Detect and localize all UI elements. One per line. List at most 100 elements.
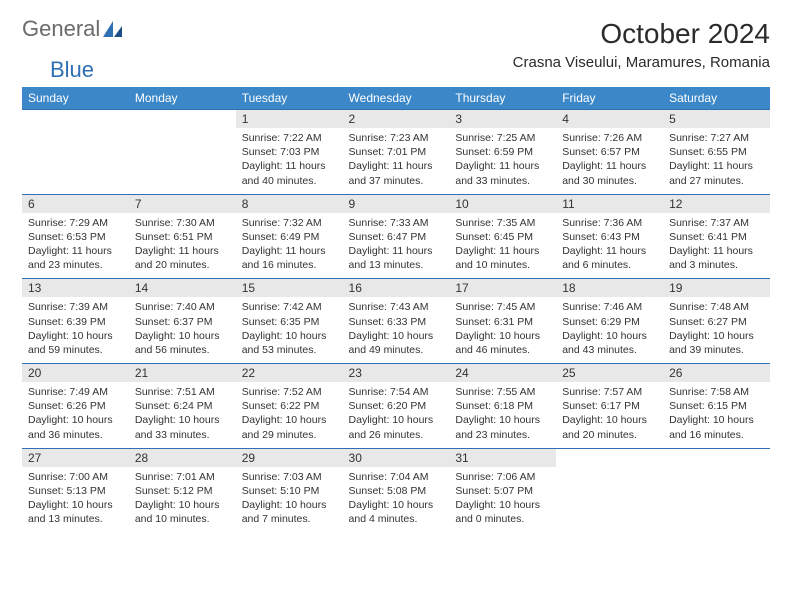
- day-number-cell: 13: [22, 279, 129, 298]
- day-number: 4: [556, 110, 663, 128]
- day-number: 31: [449, 449, 556, 467]
- day-number: 28: [129, 449, 236, 467]
- day-detail-cell: Sunrise: 7:26 AMSunset: 6:57 PMDaylight:…: [556, 128, 663, 194]
- day-number-cell: 15: [236, 279, 343, 298]
- sunset-line: Sunset: 6:41 PM: [669, 230, 764, 244]
- sunrise-line: Sunrise: 7:51 AM: [135, 385, 230, 399]
- day-number-cell: 17: [449, 279, 556, 298]
- day-number-cell: 23: [343, 364, 450, 383]
- daylight-line: Daylight: 10 hours and 16 minutes.: [669, 413, 764, 441]
- daylight-line: Daylight: 11 hours and 37 minutes.: [349, 159, 444, 187]
- location: Crasna Viseului, Maramures, Romania: [513, 54, 770, 71]
- daylight-line: Daylight: 11 hours and 3 minutes.: [669, 244, 764, 272]
- day-number-cell: 19: [663, 279, 770, 298]
- day-detail-cell: Sunrise: 7:01 AMSunset: 5:12 PMDaylight:…: [129, 467, 236, 533]
- day-number: 11: [556, 195, 663, 213]
- day-detail-cell: Sunrise: 7:03 AMSunset: 5:10 PMDaylight:…: [236, 467, 343, 533]
- day-detail-cell: Sunrise: 7:32 AMSunset: 6:49 PMDaylight:…: [236, 213, 343, 279]
- daylight-line: Daylight: 11 hours and 33 minutes.: [455, 159, 550, 187]
- daylight-line: Daylight: 10 hours and 49 minutes.: [349, 329, 444, 357]
- sunrise-line: Sunrise: 7:45 AM: [455, 300, 550, 314]
- day-detail-cell: Sunrise: 7:42 AMSunset: 6:35 PMDaylight:…: [236, 297, 343, 363]
- sail-icon: [102, 20, 124, 38]
- day-number: 17: [449, 279, 556, 297]
- day-detail-cell: Sunrise: 7:22 AMSunset: 7:03 PMDaylight:…: [236, 128, 343, 194]
- daylight-line: Daylight: 10 hours and 7 minutes.: [242, 498, 337, 526]
- sunrise-line: Sunrise: 7:03 AM: [242, 470, 337, 484]
- day-detail-cell: Sunrise: 7:55 AMSunset: 6:18 PMDaylight:…: [449, 382, 556, 448]
- day-detail-cell: [556, 467, 663, 533]
- detail-row: Sunrise: 7:39 AMSunset: 6:39 PMDaylight:…: [22, 297, 770, 363]
- day-number: 7: [129, 195, 236, 213]
- sunrise-line: Sunrise: 7:58 AM: [669, 385, 764, 399]
- day-detail-cell: Sunrise: 7:30 AMSunset: 6:51 PMDaylight:…: [129, 213, 236, 279]
- sunset-line: Sunset: 6:17 PM: [562, 399, 657, 413]
- title-block: October 2024 Crasna Viseului, Maramures,…: [513, 18, 770, 71]
- detail-row: Sunrise: 7:49 AMSunset: 6:26 PMDaylight:…: [22, 382, 770, 448]
- day-detail-cell: Sunrise: 7:23 AMSunset: 7:01 PMDaylight:…: [343, 128, 450, 194]
- day-detail-cell: Sunrise: 7:45 AMSunset: 6:31 PMDaylight:…: [449, 297, 556, 363]
- daylight-line: Daylight: 10 hours and 10 minutes.: [135, 498, 230, 526]
- day-number-cell: 31: [449, 448, 556, 467]
- day-number-cell: 14: [129, 279, 236, 298]
- sunrise-line: Sunrise: 7:25 AM: [455, 131, 550, 145]
- day-number-cell: 16: [343, 279, 450, 298]
- daylight-line: Daylight: 11 hours and 16 minutes.: [242, 244, 337, 272]
- sunrise-line: Sunrise: 7:00 AM: [28, 470, 123, 484]
- day-number: 9: [343, 195, 450, 213]
- day-detail-cell: [22, 128, 129, 194]
- logo-word1: General: [22, 18, 100, 40]
- day-number-cell: 7: [129, 194, 236, 213]
- daylight-line: Daylight: 11 hours and 23 minutes.: [28, 244, 123, 272]
- sunrise-line: Sunrise: 7:42 AM: [242, 300, 337, 314]
- day-number-cell: 9: [343, 194, 450, 213]
- sunrise-line: Sunrise: 7:48 AM: [669, 300, 764, 314]
- daylight-line: Daylight: 10 hours and 4 minutes.: [349, 498, 444, 526]
- day-number-cell: 11: [556, 194, 663, 213]
- sunset-line: Sunset: 6:47 PM: [349, 230, 444, 244]
- sunset-line: Sunset: 6:18 PM: [455, 399, 550, 413]
- day-number-cell: [556, 448, 663, 467]
- day-number: 23: [343, 364, 450, 382]
- day-detail-cell: Sunrise: 7:29 AMSunset: 6:53 PMDaylight:…: [22, 213, 129, 279]
- day-number: 30: [343, 449, 450, 467]
- daynum-row: 2728293031: [22, 448, 770, 467]
- sunrise-line: Sunrise: 7:26 AM: [562, 131, 657, 145]
- sunset-line: Sunset: 6:22 PM: [242, 399, 337, 413]
- daylight-line: Daylight: 10 hours and 0 minutes.: [455, 498, 550, 526]
- daylight-line: Daylight: 10 hours and 33 minutes.: [135, 413, 230, 441]
- sunrise-line: Sunrise: 7:33 AM: [349, 216, 444, 230]
- day-detail-cell: Sunrise: 7:58 AMSunset: 6:15 PMDaylight:…: [663, 382, 770, 448]
- sunset-line: Sunset: 6:39 PM: [28, 315, 123, 329]
- day-number-cell: 21: [129, 364, 236, 383]
- day-number: 5: [663, 110, 770, 128]
- sunset-line: Sunset: 7:03 PM: [242, 145, 337, 159]
- sunset-line: Sunset: 6:53 PM: [28, 230, 123, 244]
- sunset-line: Sunset: 6:37 PM: [135, 315, 230, 329]
- day-number-cell: 20: [22, 364, 129, 383]
- day-number: 1: [236, 110, 343, 128]
- day-detail-cell: Sunrise: 7:57 AMSunset: 6:17 PMDaylight:…: [556, 382, 663, 448]
- day-detail-cell: Sunrise: 7:37 AMSunset: 6:41 PMDaylight:…: [663, 213, 770, 279]
- month-title: October 2024: [513, 18, 770, 50]
- calendar-body: 1 23 45 Sunrise: 7:22 AMSunset: 7:03 PMDayl…: [22, 110, 770, 533]
- day-detail-cell: Sunrise: 7:06 AMSunset: 5:07 PMDaylight:…: [449, 467, 556, 533]
- calendar-table: Sunday Monday Tuesday Wednesday Thursday…: [22, 87, 770, 532]
- day-detail-cell: Sunrise: 7:00 AMSunset: 5:13 PMDaylight:…: [22, 467, 129, 533]
- day-number: 25: [556, 364, 663, 382]
- sunset-line: Sunset: 6:29 PM: [562, 315, 657, 329]
- daynum-row: 13141516171819: [22, 279, 770, 298]
- day-number-cell: 29: [236, 448, 343, 467]
- day-detail-cell: Sunrise: 7:33 AMSunset: 6:47 PMDaylight:…: [343, 213, 450, 279]
- day-header: Saturday: [663, 87, 770, 110]
- sunset-line: Sunset: 6:45 PM: [455, 230, 550, 244]
- daylight-line: Daylight: 10 hours and 36 minutes.: [28, 413, 123, 441]
- sunset-line: Sunset: 6:33 PM: [349, 315, 444, 329]
- detail-row: Sunrise: 7:22 AMSunset: 7:03 PMDaylight:…: [22, 128, 770, 194]
- sunrise-line: Sunrise: 7:32 AM: [242, 216, 337, 230]
- daynum-row: 20212223242526: [22, 364, 770, 383]
- detail-row: Sunrise: 7:29 AMSunset: 6:53 PMDaylight:…: [22, 213, 770, 279]
- sunrise-line: Sunrise: 7:40 AM: [135, 300, 230, 314]
- sunset-line: Sunset: 6:51 PM: [135, 230, 230, 244]
- day-detail-cell: Sunrise: 7:40 AMSunset: 6:37 PMDaylight:…: [129, 297, 236, 363]
